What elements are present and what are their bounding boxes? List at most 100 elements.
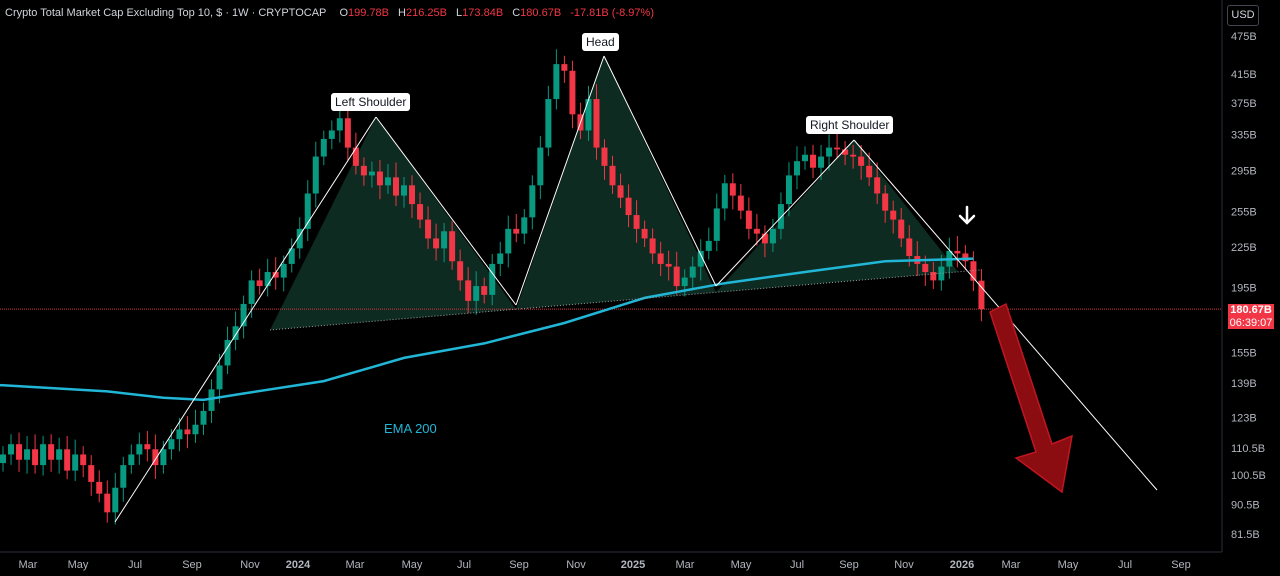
candle-body bbox=[120, 465, 127, 488]
candle-body bbox=[72, 454, 79, 471]
candle-body bbox=[978, 280, 985, 310]
candle-body bbox=[938, 266, 945, 281]
candle-body bbox=[673, 266, 680, 287]
candle-body bbox=[64, 449, 71, 471]
candle-body bbox=[288, 248, 295, 264]
candle-body bbox=[457, 261, 464, 281]
candle-body bbox=[697, 250, 704, 267]
candle-body bbox=[232, 326, 239, 340]
candle-body bbox=[874, 177, 881, 194]
candle-body bbox=[553, 64, 560, 100]
y-tick-label: 155B bbox=[1231, 347, 1257, 359]
candle-body bbox=[224, 339, 231, 366]
candle-body bbox=[168, 439, 175, 450]
candle-body bbox=[609, 165, 616, 186]
x-tick-label: Jul bbox=[457, 559, 471, 571]
y-tick-label: 255B bbox=[1231, 207, 1257, 219]
x-tick-label: Sep bbox=[509, 559, 529, 571]
candle-body bbox=[441, 231, 448, 249]
x-tick-label: Nov bbox=[566, 559, 586, 571]
right-shoulder-label: Right Shoulder bbox=[806, 116, 894, 134]
candle-body bbox=[216, 365, 223, 390]
candle-body bbox=[681, 277, 688, 287]
candle-body bbox=[962, 253, 969, 262]
candle-body bbox=[0, 454, 6, 464]
candle-body bbox=[152, 449, 159, 466]
ohlc-open-value: 199.78B bbox=[348, 7, 389, 19]
y-tick-label: 335B bbox=[1231, 130, 1257, 142]
candle-body bbox=[922, 263, 929, 273]
candle-body bbox=[633, 215, 640, 229]
x-tick-label: 2024 bbox=[286, 559, 311, 571]
x-tick-label: May bbox=[1058, 559, 1079, 571]
candle-body bbox=[529, 185, 536, 218]
y-tick-label: 295B bbox=[1231, 166, 1257, 178]
candle-body bbox=[665, 263, 672, 267]
x-tick-label: May bbox=[731, 559, 752, 571]
ohlc-close-label: C bbox=[512, 7, 521, 19]
candle-body bbox=[689, 266, 696, 278]
candle-body bbox=[737, 195, 744, 211]
right-shoulder-rise-line bbox=[715, 139, 855, 287]
right-shoulder-area bbox=[716, 140, 958, 293]
candle-body bbox=[810, 154, 817, 168]
candle-body bbox=[601, 147, 608, 166]
candle-body bbox=[312, 156, 319, 194]
candle-body bbox=[834, 147, 841, 150]
x-tick-label: 2026 bbox=[950, 559, 974, 571]
head-rise-line bbox=[515, 55, 605, 306]
candle-body bbox=[296, 228, 303, 249]
ema-200-line bbox=[2, 257, 974, 402]
symbol-title: Crypto Total Market Cap Excluding Top 10… bbox=[5, 7, 327, 19]
candle-body bbox=[481, 286, 488, 295]
candle-body bbox=[745, 210, 752, 229]
candle-body bbox=[761, 233, 768, 244]
candle-body bbox=[449, 231, 456, 262]
candle-body bbox=[705, 240, 712, 251]
candle-body bbox=[537, 147, 544, 186]
candle-body bbox=[954, 250, 961, 254]
y-tick-label: 100.5B bbox=[1231, 470, 1266, 482]
ema-200-label: EMA 200 bbox=[384, 421, 437, 436]
y-tick-label: 110.5B bbox=[1231, 443, 1265, 455]
candle-body bbox=[176, 429, 183, 440]
candle-body bbox=[104, 493, 111, 513]
candle-body bbox=[713, 208, 720, 241]
candle-body bbox=[24, 449, 31, 460]
ohlc-open-label: O bbox=[339, 7, 348, 19]
ohlc-high-label: H bbox=[398, 7, 406, 19]
candle-body bbox=[898, 219, 905, 239]
currency-button[interactable]: USD bbox=[1227, 5, 1259, 26]
candle-body bbox=[882, 193, 889, 211]
candle-body bbox=[545, 99, 552, 148]
candle-body bbox=[721, 183, 728, 209]
candle-body bbox=[473, 286, 480, 301]
candle-body bbox=[112, 487, 119, 513]
candle-body bbox=[344, 118, 351, 148]
left-shoulder-label: Left Shoulder bbox=[331, 93, 411, 111]
candle-body bbox=[384, 177, 391, 186]
candle-body bbox=[497, 253, 504, 264]
candle-body bbox=[617, 185, 624, 198]
candle-body bbox=[569, 70, 576, 115]
candle-body bbox=[561, 64, 568, 71]
candle-body bbox=[392, 177, 399, 196]
left-shoulder-fall-line bbox=[375, 116, 517, 306]
candle-body bbox=[320, 138, 327, 157]
candle-body bbox=[280, 263, 287, 278]
candle-body bbox=[465, 280, 472, 301]
y-tick-label: 475B bbox=[1231, 31, 1257, 43]
candle-body bbox=[593, 99, 600, 148]
candle-body bbox=[208, 389, 215, 411]
candle-body bbox=[489, 263, 496, 295]
candle-body bbox=[802, 154, 808, 162]
x-tick-label: Nov bbox=[240, 559, 260, 571]
candle-body bbox=[16, 444, 23, 460]
candle-body bbox=[842, 149, 849, 155]
candle-body bbox=[769, 228, 776, 244]
candle-body bbox=[256, 280, 263, 287]
x-tick-label: May bbox=[402, 559, 423, 571]
candle-body bbox=[192, 424, 199, 435]
candle-body bbox=[56, 449, 63, 460]
